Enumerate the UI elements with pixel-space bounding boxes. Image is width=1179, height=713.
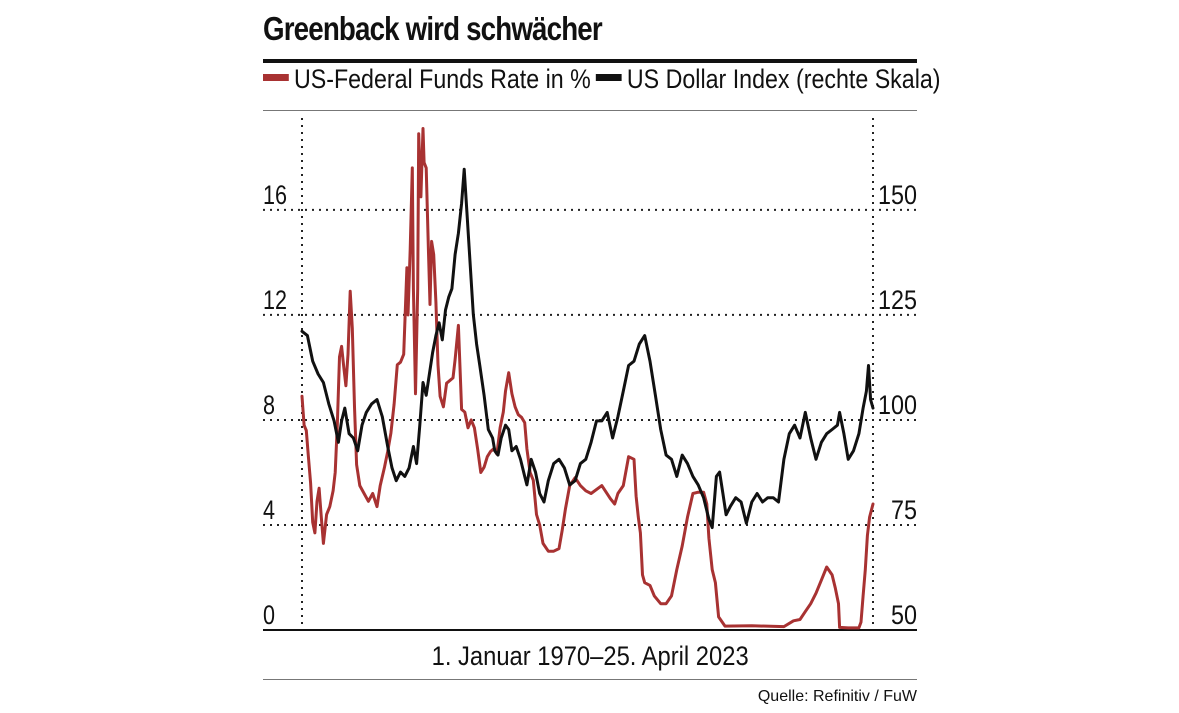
legend-swatch-rate — [263, 74, 289, 82]
y-right-tick-label: 125 — [878, 285, 917, 315]
series-line-dollar-index — [300, 167, 875, 530]
legend-item-dollar: US Dollar Index (rechte Skala) — [595, 64, 941, 95]
x-axis-label-box: 1. Januar 1970–25. April 2023 — [263, 641, 917, 672]
legend-label-rate: US-Federal Funds Rate in % — [293, 64, 591, 94]
y-left-tick-label: 16 — [263, 180, 287, 210]
chart-title: Greenback wird schwächer — [263, 10, 603, 47]
y-left-tick-label: 0 — [263, 600, 275, 630]
y-right-tick-label: 75 — [891, 495, 917, 525]
legend-swatch-dollar — [595, 74, 622, 82]
xlabel-rule — [263, 679, 917, 680]
series-line-fed-funds-rate — [300, 127, 875, 630]
y-right-tick-label: 50 — [891, 600, 917, 630]
source-note: Quelle: Refinitiv / FuW — [757, 688, 917, 705]
y-left-tick-label: 8 — [263, 390, 275, 420]
legend-rule — [263, 110, 917, 111]
legend-label-dollar: US Dollar Index (rechte Skala) — [626, 64, 941, 94]
title-rule — [263, 59, 917, 63]
y-left-tick-label: 12 — [263, 285, 287, 315]
y-right-tick-label: 150 — [878, 180, 917, 210]
y-right-tick-label: 100 — [878, 390, 917, 420]
legend-item-rate: US-Federal Funds Rate in % — [263, 64, 591, 95]
y-left-tick-label: 4 — [263, 495, 275, 525]
legend: US-Federal Funds Rate in % US Dollar Inde… — [263, 64, 941, 104]
x-axis-label: 1. Januar 1970–25. April 2023 — [431, 641, 749, 671]
